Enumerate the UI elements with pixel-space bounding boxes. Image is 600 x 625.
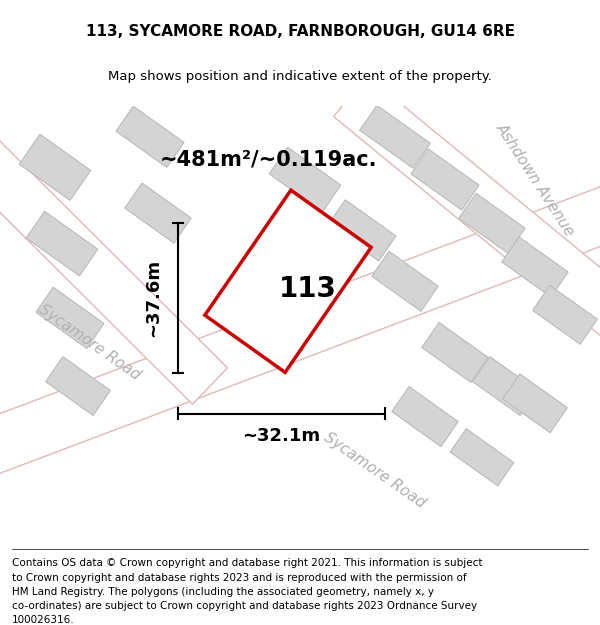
Text: to Crown copyright and database rights 2023 and is reproduced with the permissio: to Crown copyright and database rights 2… [12,572,467,582]
Polygon shape [411,149,479,210]
Text: ~37.6m: ~37.6m [144,259,162,337]
Polygon shape [450,429,514,486]
Text: Sycamore Road: Sycamore Road [322,430,428,511]
Polygon shape [459,193,525,253]
Text: HM Land Registry. The polygons (including the associated geometry, namely x, y: HM Land Registry. The polygons (includin… [12,587,434,597]
Polygon shape [392,386,458,447]
Polygon shape [269,148,341,212]
Polygon shape [503,374,568,432]
Polygon shape [116,106,184,168]
Polygon shape [372,251,438,311]
Text: 113, SYCAMORE ROAD, FARNBOROUGH, GU14 6RE: 113, SYCAMORE ROAD, FARNBOROUGH, GU14 6R… [86,24,515,39]
Polygon shape [328,200,396,261]
Polygon shape [26,211,98,276]
Polygon shape [360,105,430,168]
Polygon shape [46,357,110,416]
Text: 113: 113 [279,276,337,303]
Text: Map shows position and indicative extent of the property.: Map shows position and indicative extent… [108,70,492,83]
Text: Contains OS data © Crown copyright and database right 2021. This information is : Contains OS data © Crown copyright and d… [12,558,482,568]
Polygon shape [125,183,191,243]
Polygon shape [0,172,600,489]
Text: co-ordinates) are subject to Crown copyright and database rights 2023 Ordnance S: co-ordinates) are subject to Crown copyr… [12,601,477,611]
Text: ~481m²/~0.119ac.: ~481m²/~0.119ac. [159,149,377,169]
Polygon shape [334,76,600,371]
Polygon shape [36,288,104,349]
Polygon shape [205,190,371,372]
Polygon shape [19,134,91,201]
Polygon shape [422,322,488,382]
Polygon shape [502,237,568,297]
Text: Ashdown Avenue: Ashdown Avenue [493,121,577,239]
Text: 100026316.: 100026316. [12,615,74,625]
Text: ~32.1m: ~32.1m [242,427,320,445]
Polygon shape [473,357,538,416]
Polygon shape [533,286,598,344]
Polygon shape [0,129,227,404]
Text: Sycamore Road: Sycamore Road [37,302,143,383]
